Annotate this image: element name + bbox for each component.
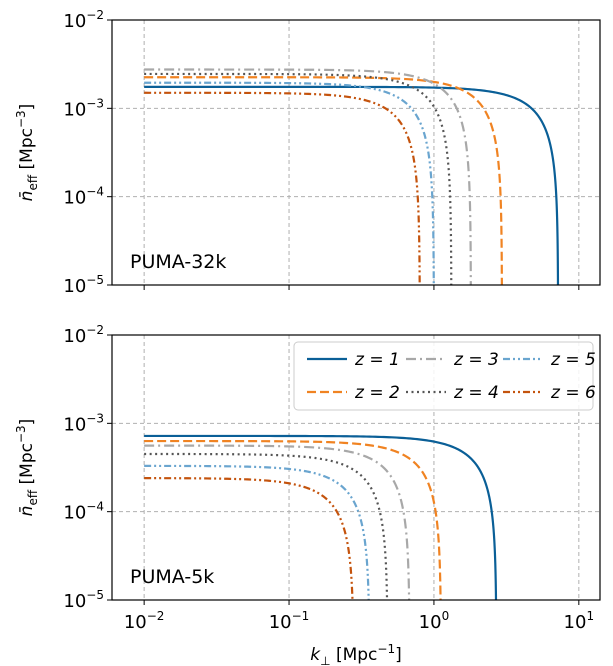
y-tick-label: 10−3 [63, 96, 104, 120]
series-line-z2 [144, 439, 442, 600]
y-tick-label: 10−5 [63, 588, 104, 612]
y-axis-label: n̄eff [Mpc−3] [14, 104, 40, 202]
plot-frame [111, 19, 601, 286]
series-line-z1 [144, 434, 498, 600]
y-tick-label: 10−4 [63, 185, 104, 209]
legend-label-z1: z = 1 [354, 350, 400, 370]
x-tick-label: 101 [564, 609, 595, 633]
y-tick-label: 10−3 [63, 411, 104, 435]
panel-bottom: 10−2 10−1 100 101 10−5 10−4 10−3 10−2 n̄eff [Mpc… [14, 323, 601, 666]
panel-label: PUMA-5k [130, 566, 214, 588]
x-axis-label: k⊥ [Mpc−1] [310, 642, 402, 666]
y-axis-label: n̄eff [Mpc−3] [14, 419, 40, 517]
legend-label-z5: z = 5 [550, 350, 596, 370]
series-line-z4 [144, 452, 389, 600]
y-tick-label: 10−5 [63, 273, 104, 297]
series-line-z1 [144, 85, 560, 285]
y-tick-label: 10−2 [63, 8, 104, 32]
legend-label-z6: z = 6 [550, 383, 596, 403]
plot-frame [111, 334, 601, 601]
legend-label-z4: z = 4 [453, 383, 499, 403]
legend: z = 1 z = 2 z = 3 z = 4 z = 5 z = 6 [293, 341, 596, 411]
legend-label-z2: z = 2 [354, 383, 400, 403]
x-tick-label: 10−2 [124, 609, 165, 633]
x-tick-label: 100 [419, 609, 450, 633]
y-tick-label: 10−2 [63, 323, 104, 347]
series-line-z3 [144, 68, 472, 285]
series-line-z2 [144, 76, 503, 285]
panel-top: 10−5 10−4 10−3 10−2 n̄eff [Mpc−3] PUMA-32k [14, 8, 601, 297]
legend-label-z3: z = 3 [453, 350, 499, 370]
panel-label: PUMA-32k [130, 251, 226, 273]
series-line-z6 [144, 91, 421, 285]
series-line-z4 [144, 72, 453, 285]
y-tick-label: 10−4 [63, 500, 104, 524]
series-line-z5 [144, 464, 370, 600]
x-tick-label: 10−1 [269, 609, 310, 633]
series-line-z6 [144, 477, 354, 600]
